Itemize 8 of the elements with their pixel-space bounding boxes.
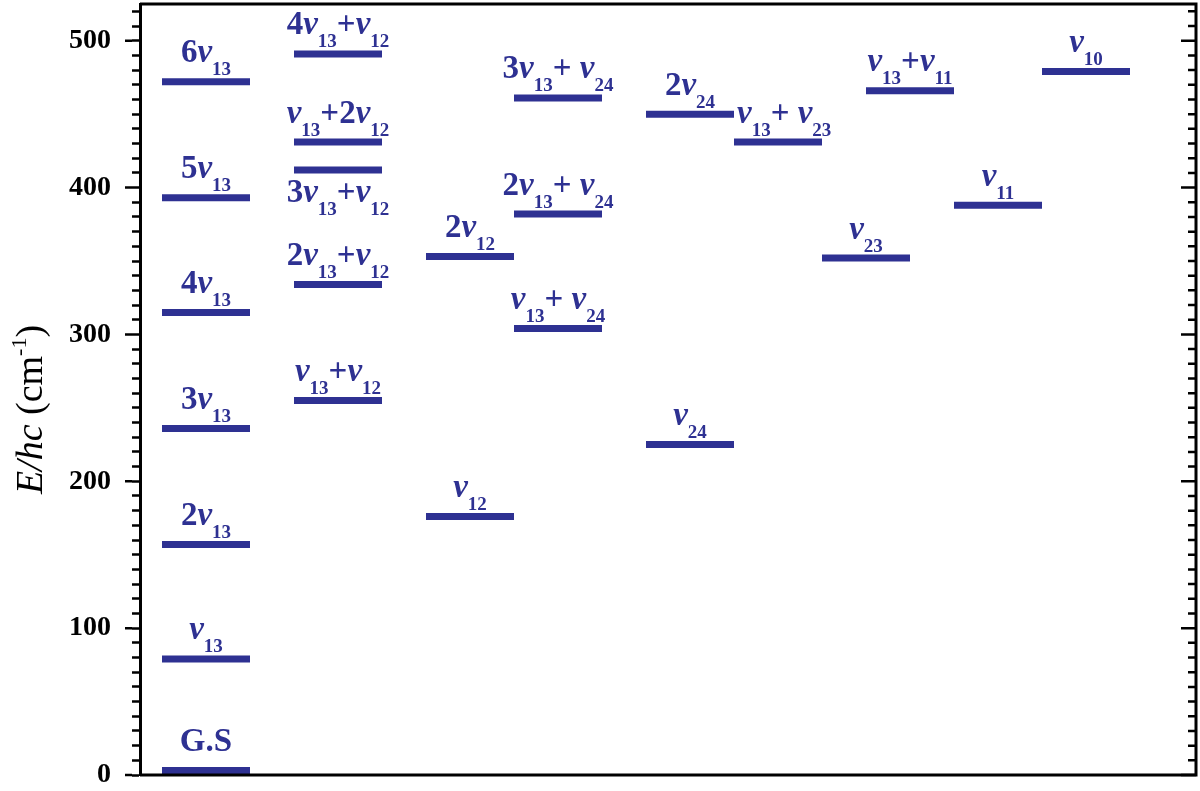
y-tick-label: 0 (97, 757, 111, 789)
y-axis-title: E/hc (cm-1) (6, 324, 51, 496)
y-tick-label: 400 (69, 169, 111, 201)
series-label: G.S (179, 722, 233, 759)
y-tick-label: 500 (69, 22, 111, 54)
y-tick-label: 200 (69, 463, 111, 495)
y-tick-label: 100 (69, 610, 111, 642)
y-tick-label: 300 (69, 316, 111, 348)
